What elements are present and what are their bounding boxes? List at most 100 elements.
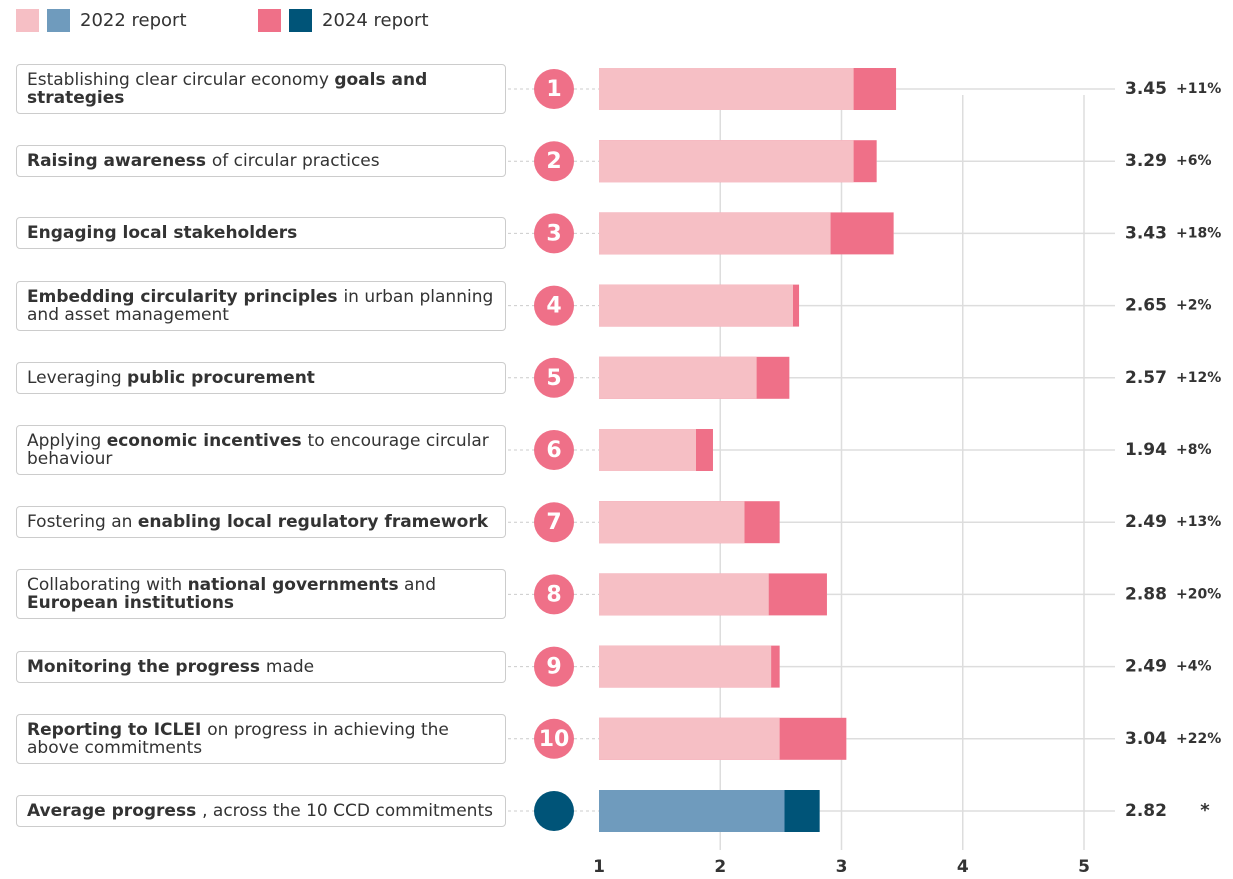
value-label: 2.49 xyxy=(1125,657,1167,677)
label-part: of circular practices xyxy=(211,151,380,172)
legend-swatch xyxy=(16,9,39,32)
rank-badge xyxy=(534,357,574,398)
value-label: 2.82 xyxy=(1125,801,1167,821)
bar-2022 xyxy=(599,790,785,832)
x-tick-label: 3 xyxy=(836,857,848,877)
value-label: 3.43 xyxy=(1125,223,1167,243)
change-label: +13% xyxy=(1176,514,1221,530)
label-part: Monitoring the progress xyxy=(27,656,266,677)
legend-label: 2022 report xyxy=(80,10,187,31)
value-label: 3.04 xyxy=(1125,729,1167,749)
value-label: 1.94 xyxy=(1125,440,1167,460)
rank-number: 7 xyxy=(546,510,561,535)
value-label: 2.88 xyxy=(1125,584,1167,604)
rank-number: 2 xyxy=(546,149,561,174)
change-label: +6% xyxy=(1176,153,1212,169)
x-tick-label: 1 xyxy=(593,857,605,877)
label-part: national governments xyxy=(187,575,399,596)
legend-swatch xyxy=(289,9,312,32)
category-label: Fostering an enabling local regulatory f… xyxy=(16,506,506,539)
value-label: 2.57 xyxy=(1125,368,1167,388)
label-part: economic incentives xyxy=(106,431,308,451)
change-label: +11% xyxy=(1176,81,1221,97)
label-part: Fostering an xyxy=(27,512,138,533)
rank-number: 5 xyxy=(546,366,561,391)
change-label: +12% xyxy=(1176,370,1221,386)
rank-badge xyxy=(534,646,574,687)
rank-badge xyxy=(534,791,574,831)
category-label: Raising awareness of circular practices xyxy=(16,145,506,178)
value-label: 3.29 xyxy=(1125,151,1167,171)
rank-badge xyxy=(534,285,574,326)
label-part: in urban planning and asset management xyxy=(27,286,494,325)
legend-label: 2024 report xyxy=(322,10,429,31)
category-label: Collaborating with national governments … xyxy=(16,569,506,620)
rank-badge xyxy=(534,141,574,182)
value-label: 2.49 xyxy=(1125,512,1167,532)
category-label: Average progress , across the 10 CCD com… xyxy=(16,795,506,827)
bar-2022 xyxy=(599,501,745,544)
rank-number: 4 xyxy=(546,294,561,319)
rank-number: 6 xyxy=(546,438,561,463)
label-part: on progress in achieving the above commi… xyxy=(27,719,449,758)
label-part: Establishing clear circular economy xyxy=(27,70,335,90)
rank-badge xyxy=(534,502,574,543)
legend-swatch xyxy=(47,9,70,32)
change-label: +8% xyxy=(1176,442,1212,458)
label-part: made xyxy=(265,656,315,677)
change-label: +22% xyxy=(1176,731,1221,747)
legend-swatch xyxy=(258,9,281,32)
label-part: Embedding circularity principles xyxy=(27,286,344,307)
label-part: Average progress xyxy=(27,801,203,821)
change-label: +4% xyxy=(1176,659,1212,675)
label-part: Engaging local stakeholders xyxy=(27,223,298,244)
bar-2022 xyxy=(599,429,696,471)
label-part: enabling local regulatory framework xyxy=(137,512,489,533)
rank-number: 10 xyxy=(539,727,570,752)
rank-number: 1 xyxy=(546,77,561,102)
label-part: public procurement xyxy=(127,367,315,388)
label-part: to encourage circular behaviour xyxy=(27,431,489,469)
rank-badge xyxy=(534,69,574,109)
label-part: and xyxy=(398,575,437,596)
category-label: Monitoring the progress made xyxy=(16,650,506,683)
bar-2022 xyxy=(599,68,854,110)
rank-badge xyxy=(534,430,574,470)
category-label: Applying economic incentives to encourag… xyxy=(16,425,506,475)
x-tick-label: 4 xyxy=(957,857,969,877)
bar-2022 xyxy=(599,284,793,327)
rank-number: 9 xyxy=(546,655,561,680)
rank-badge xyxy=(534,718,574,759)
category-label: Engaging local stakeholders xyxy=(16,217,506,250)
rank-number: 3 xyxy=(546,221,561,246)
category-label: Reporting to ICLEI on progress in achiev… xyxy=(16,713,506,764)
label-part: European institutions xyxy=(27,593,235,614)
bar-2022 xyxy=(599,140,854,183)
x-tick-label: 5 xyxy=(1078,857,1090,877)
rank-badge xyxy=(534,213,574,254)
bar-2022 xyxy=(599,717,780,760)
change-label: +2% xyxy=(1176,298,1212,314)
rank-number: 8 xyxy=(546,582,561,607)
bar-2022 xyxy=(599,645,772,688)
bar-2022 xyxy=(599,212,831,255)
label-part: , across the 10 CCD commitments xyxy=(202,801,493,821)
change-label: +18% xyxy=(1176,225,1221,241)
category-label: Establishing clear circular economy goal… xyxy=(16,64,506,114)
rank-badge xyxy=(534,574,574,615)
bar-2022 xyxy=(599,356,757,399)
category-label: Embedding circularity principles in urba… xyxy=(16,280,506,331)
category-label: Leveraging public procurement xyxy=(16,361,506,394)
change-label: * xyxy=(1200,800,1210,821)
value-label: 2.65 xyxy=(1125,296,1167,316)
label-part: Raising awareness xyxy=(27,151,212,172)
bar-2022 xyxy=(599,573,769,616)
value-label: 3.45 xyxy=(1125,79,1167,99)
label-part: Leveraging xyxy=(27,367,128,388)
label-part: goals and strategies xyxy=(27,70,428,108)
label-part: Reporting to ICLEI xyxy=(27,719,208,740)
change-label: +20% xyxy=(1176,586,1221,602)
label-part: Collaborating with xyxy=(27,575,188,596)
